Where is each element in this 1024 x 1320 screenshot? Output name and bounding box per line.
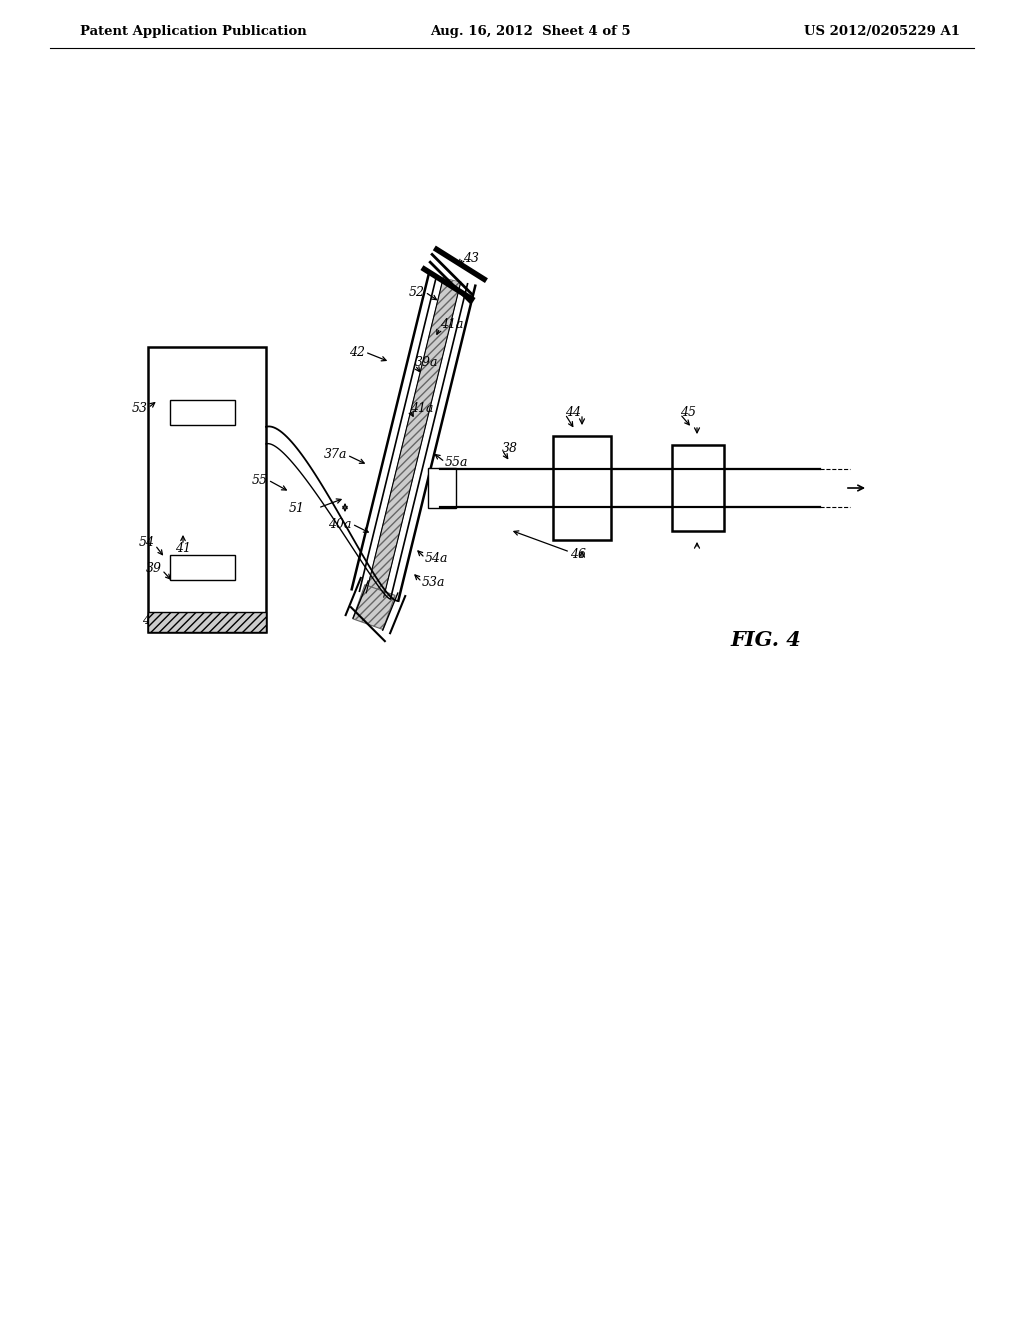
Text: 38: 38 xyxy=(502,441,518,454)
Bar xyxy=(553,436,611,540)
Bar xyxy=(170,400,234,425)
Text: 39: 39 xyxy=(146,561,162,574)
Text: 53a: 53a xyxy=(422,576,445,589)
Bar xyxy=(672,445,724,531)
Polygon shape xyxy=(367,279,461,597)
Text: 51: 51 xyxy=(289,502,305,515)
Bar xyxy=(148,612,266,632)
Text: 55a: 55a xyxy=(445,455,469,469)
Text: 41a: 41a xyxy=(440,318,464,331)
Text: 43: 43 xyxy=(463,252,479,264)
Text: FIG. 4: FIG. 4 xyxy=(730,630,801,649)
Text: 45: 45 xyxy=(680,405,696,418)
Text: 53: 53 xyxy=(132,401,148,414)
Text: 42: 42 xyxy=(349,346,365,359)
Text: 41a: 41a xyxy=(410,401,433,414)
Text: 37a: 37a xyxy=(324,449,347,462)
Text: 55: 55 xyxy=(252,474,268,487)
Text: 54: 54 xyxy=(139,536,155,549)
Text: Aug. 16, 2012  Sheet 4 of 5: Aug. 16, 2012 Sheet 4 of 5 xyxy=(430,25,631,38)
Bar xyxy=(428,469,456,508)
Bar xyxy=(148,347,266,632)
Text: 44: 44 xyxy=(565,405,581,418)
Text: 40a: 40a xyxy=(329,517,352,531)
Text: 46: 46 xyxy=(570,549,586,561)
Text: 40: 40 xyxy=(142,614,158,627)
Bar xyxy=(170,554,234,579)
Text: 41: 41 xyxy=(175,408,191,421)
Text: Patent Application Publication: Patent Application Publication xyxy=(80,25,307,38)
Text: 39a: 39a xyxy=(415,355,438,368)
Text: 41: 41 xyxy=(175,541,191,554)
Text: 52: 52 xyxy=(409,285,425,298)
Polygon shape xyxy=(353,585,395,630)
Text: 54a: 54a xyxy=(425,552,449,565)
Text: US 2012/0205229 A1: US 2012/0205229 A1 xyxy=(804,25,961,38)
